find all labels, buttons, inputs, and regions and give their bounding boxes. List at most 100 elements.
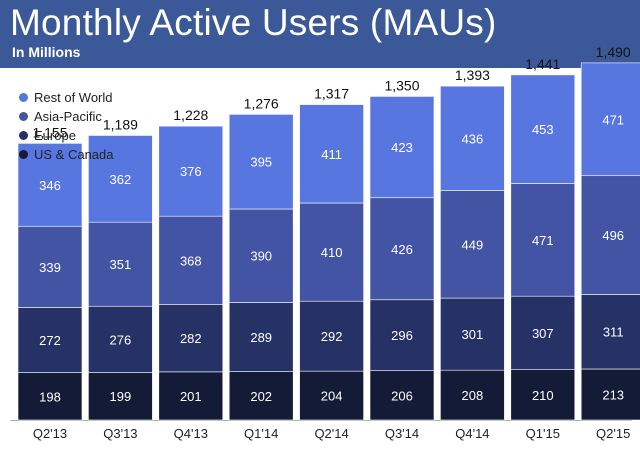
bar-segment-europe-q4-14 xyxy=(440,297,505,371)
legend-label-rest-of-world: Rest of World xyxy=(34,90,113,105)
legend-item-us-canada: US & Canada xyxy=(19,145,114,164)
data-label-asia-pacific-q2-13: 339 xyxy=(39,260,61,275)
bar-segment-europe-q1-14 xyxy=(228,302,294,372)
bar-segment-rest-of-world-q2-14 xyxy=(299,104,364,204)
data-label-us-canada-q4-13: 201 xyxy=(180,389,202,404)
bar-segment-rest-of-world-q1-15 xyxy=(510,74,576,184)
bar-segment-europe-q1-15 xyxy=(510,295,576,371)
data-label-rest-of-world-q3-13: 362 xyxy=(110,172,132,187)
data-label-asia-pacific-q2-14: 410 xyxy=(321,245,343,260)
data-label-us-canada-q1-14: 202 xyxy=(250,389,272,404)
x-tick-label-q4-14: Q4'14 xyxy=(455,426,489,441)
data-label-rest-of-world-q4-14: 436 xyxy=(462,131,484,146)
data-label-europe-q1-14: 289 xyxy=(250,330,272,345)
data-label-rest-of-world-q2-15: 471 xyxy=(602,112,624,127)
chart-legend: Rest of World Asia-Pacific Europe US & C… xyxy=(19,88,114,164)
data-label-us-canada-q3-13: 199 xyxy=(110,389,132,404)
data-label-asia-pacific-q4-13: 368 xyxy=(180,253,202,268)
bar-segment-rest-of-world-q3-13 xyxy=(88,135,153,223)
total-label-q2-15: 1,490 xyxy=(596,44,631,60)
data-label-rest-of-world-q2-14: 411 xyxy=(321,147,342,162)
total-label-q2-13: 1,155 xyxy=(32,124,67,140)
x-tick-label-q1-15: Q1'15 xyxy=(526,426,560,441)
bar-segment-europe-q2-14 xyxy=(299,300,364,372)
bar-segment-us-canada-q4-14 xyxy=(440,369,505,421)
bar-segment-rest-of-world-q4-14 xyxy=(440,85,505,191)
total-label-q1-15: 1,441 xyxy=(525,56,560,72)
total-label-q3-13: 1,189 xyxy=(103,116,138,132)
data-label-asia-pacific-q3-14: 426 xyxy=(391,242,413,257)
bar-segment-asia-pacific-q1-14 xyxy=(228,208,294,303)
x-tick-label-q2-14: Q2'14 xyxy=(314,426,348,441)
x-tick-label-q1-14: Q1'14 xyxy=(244,426,278,441)
total-label-q2-14: 1,317 xyxy=(314,86,349,102)
data-label-us-canada-q2-14: 204 xyxy=(321,389,343,404)
legend-label-us-canada: US & Canada xyxy=(34,147,114,162)
chart-title: Monthly Active Users (MAUs) xyxy=(10,2,497,43)
legend-item-rest-of-world: Rest of World xyxy=(19,88,114,107)
data-label-asia-pacific-q1-14: 390 xyxy=(250,249,272,264)
bar-segment-rest-of-world-q1-14 xyxy=(228,114,294,210)
bar-segment-europe-q2-13 xyxy=(17,307,83,373)
bar-segment-rest-of-world-q4-13 xyxy=(158,125,224,217)
data-label-rest-of-world-q1-14: 395 xyxy=(250,155,272,170)
x-tick-label-q3-13: Q3'13 xyxy=(103,426,137,441)
data-label-europe-q2-14: 292 xyxy=(321,329,343,344)
x-tick-label-q3-14: Q3'14 xyxy=(385,426,419,441)
bar-segment-rest-of-world-q3-14 xyxy=(369,96,435,199)
legend-swatch-asia-pacific xyxy=(19,112,28,121)
bar-segment-us-canada-q2-14 xyxy=(299,370,364,421)
data-label-asia-pacific-q2-15: 496 xyxy=(602,228,624,243)
data-label-asia-pacific-q1-15: 471 xyxy=(532,233,554,248)
bar-segment-asia-pacific-q3-14 xyxy=(369,197,435,301)
data-label-asia-pacific-q3-13: 351 xyxy=(110,257,132,272)
data-label-us-canada-q4-14: 208 xyxy=(462,388,484,403)
data-label-us-canada-q2-13: 198 xyxy=(39,389,61,404)
bar-segment-rest-of-world-q2-15 xyxy=(580,62,640,177)
bar-segment-us-canada-q1-14 xyxy=(228,371,294,421)
total-label-q4-14: 1,393 xyxy=(455,67,490,83)
x-tick-label-q2-13: Q2'13 xyxy=(33,426,67,441)
x-tick-label-q4-13: Q4'13 xyxy=(174,426,208,441)
bar-segment-us-canada-q1-15 xyxy=(510,369,576,421)
bar-segment-us-canada-q2-15 xyxy=(580,368,640,421)
bar-segment-asia-pacific-q4-13 xyxy=(158,215,224,305)
bar-segment-asia-pacific-q2-15 xyxy=(580,175,640,295)
total-label-q1-14: 1,276 xyxy=(244,95,279,111)
legend-label-asia-pacific: Asia-Pacific xyxy=(34,109,102,124)
legend-label-europe: Europe xyxy=(34,128,76,143)
bar-segment-europe-q3-14 xyxy=(369,299,435,371)
legend-swatch-rest-of-world xyxy=(19,93,28,102)
bar-segment-europe-q3-13 xyxy=(88,305,153,373)
data-label-rest-of-world-q2-13: 346 xyxy=(39,178,61,193)
data-label-rest-of-world-q4-13: 376 xyxy=(180,164,202,179)
legend-swatch-us-canada xyxy=(19,150,28,159)
data-label-us-canada-q1-15: 210 xyxy=(532,388,554,403)
bar-segment-asia-pacific-q4-14 xyxy=(440,190,505,299)
bar-segment-us-canada-q3-13 xyxy=(88,372,153,421)
data-label-europe-q3-14: 296 xyxy=(391,328,413,343)
x-tick-label-q2-15: Q2'15 xyxy=(596,426,630,441)
legend-swatch-europe xyxy=(19,131,28,140)
bar-segment-asia-pacific-q3-13 xyxy=(88,221,153,307)
total-label-q3-14: 1,350 xyxy=(384,77,419,93)
data-label-us-canada-q2-15: 213 xyxy=(602,387,624,402)
chart-subtitle: In Millions xyxy=(12,44,81,60)
data-label-us-canada-q3-14: 206 xyxy=(391,388,413,403)
legend-item-asia-pacific: Asia-Pacific xyxy=(19,107,114,126)
data-label-rest-of-world-q1-15: 453 xyxy=(532,122,554,137)
data-label-asia-pacific-q4-14: 449 xyxy=(462,237,484,252)
bar-segment-asia-pacific-q2-13 xyxy=(17,225,83,308)
data-label-europe-q2-13: 272 xyxy=(39,333,61,348)
data-label-europe-q3-13: 276 xyxy=(110,332,132,347)
chart-header: Monthly Active Users (MAUs) In Millions xyxy=(0,0,640,68)
total-label-q4-13: 1,228 xyxy=(173,107,208,123)
data-label-europe-q2-15: 311 xyxy=(603,325,624,340)
data-label-rest-of-world-q3-14: 423 xyxy=(391,140,413,155)
bar-segment-asia-pacific-q2-14 xyxy=(299,202,364,302)
data-label-europe-q4-13: 282 xyxy=(180,331,202,346)
bar-segment-europe-q2-15 xyxy=(580,294,640,370)
data-label-europe-q4-14: 301 xyxy=(462,327,484,342)
bar-segment-us-canada-q3-14 xyxy=(369,370,435,421)
